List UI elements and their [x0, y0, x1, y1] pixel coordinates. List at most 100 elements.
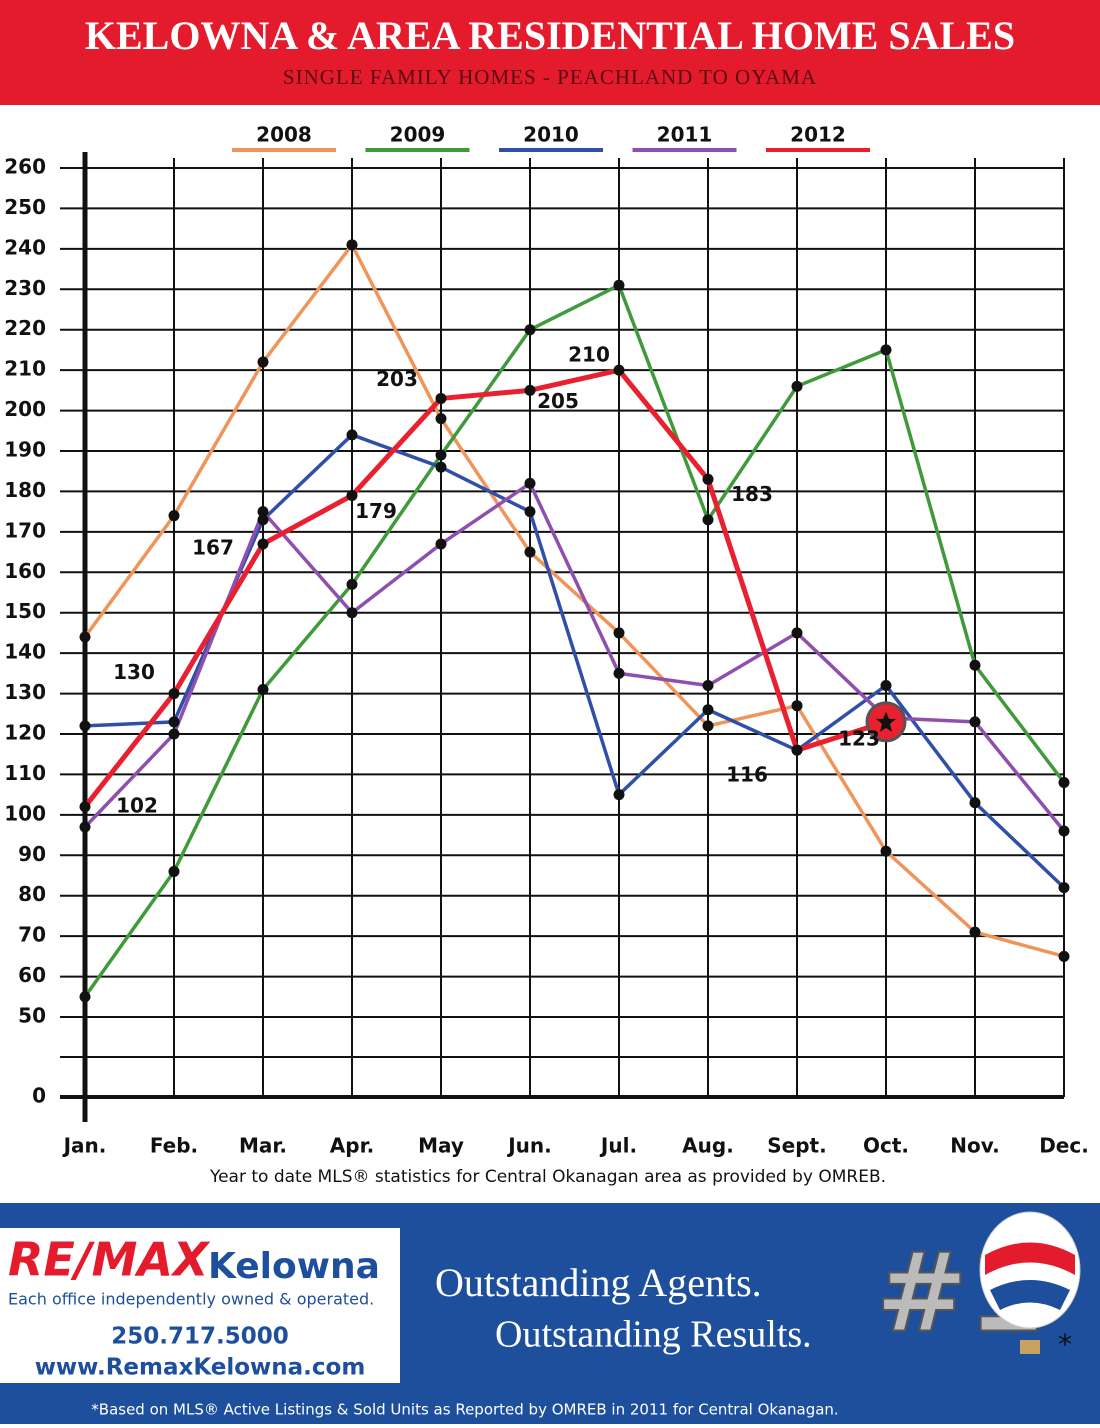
marker [702, 704, 714, 716]
chart-title: KELOWNA & AREA RESIDENTIAL HOME SALES [85, 13, 1015, 58]
chart-subtitle: SINGLE FAMILY HOMES - PEACHLAND TO OYAMA [283, 65, 817, 89]
asterisk: * [1058, 1328, 1072, 1361]
note: Year to date MLS® statistics for Central… [209, 1167, 886, 1187]
x-tick-label: Sept. [767, 1134, 826, 1158]
marker [613, 667, 625, 679]
marker [435, 392, 447, 404]
marker [524, 324, 536, 336]
x-tick-label: Jun. [506, 1134, 552, 1158]
logo-box [0, 1228, 400, 1383]
marker [168, 510, 180, 522]
marker [168, 865, 180, 877]
y-tick-label: 130 [4, 680, 46, 704]
x-tick-label: Apr. [330, 1134, 374, 1158]
y-tick-label: 80 [18, 882, 46, 906]
legend-label: 2009 [390, 123, 446, 147]
legend-label: 2008 [256, 123, 312, 147]
series-line [83, 243, 1065, 959]
x-tick-label: Dec. [1039, 1134, 1089, 1158]
brand: RE/MAX [8, 1233, 211, 1287]
marker [524, 384, 536, 396]
marker [791, 380, 803, 392]
y-tick-label: 160 [4, 559, 46, 583]
balloon-stripe [990, 1280, 1070, 1310]
x-tick-label: Feb. [150, 1134, 198, 1158]
marker [79, 801, 91, 813]
marker [1058, 777, 1070, 789]
marker [79, 821, 91, 833]
marker [257, 506, 269, 518]
marker [524, 477, 536, 489]
footer: RE/MAX Kelowna Each office independently… [0, 1203, 1100, 1424]
y-tick-label: 120 [4, 721, 46, 745]
marker [613, 627, 625, 639]
balloon-stripe [985, 1242, 1075, 1275]
y-tick-label: 230 [4, 276, 46, 300]
marker [257, 684, 269, 696]
series-line [83, 283, 1066, 998]
y-tick-label: 0 [32, 1084, 46, 1108]
marker [346, 429, 358, 441]
marker [435, 538, 447, 550]
marker [702, 514, 714, 526]
plot: 0 50 60 70 80 90 100 110 120 130 140 150 160 170 180 19… [4, 123, 1089, 1158]
marker [969, 926, 981, 938]
series-line [83, 367, 887, 809]
marker [969, 797, 981, 809]
basket [1020, 1340, 1040, 1354]
y-tick-label: 190 [4, 438, 46, 462]
marker [613, 789, 625, 801]
marker [79, 991, 91, 1003]
website: www.RemaxKelowna.com [35, 1355, 366, 1381]
y-tick-label: 100 [4, 801, 46, 825]
legend-label: 2011 [657, 123, 713, 147]
y-tick-label: 140 [4, 640, 46, 664]
value-label: 130 [113, 660, 155, 684]
value-label: 205 [537, 389, 579, 413]
marker [79, 631, 91, 643]
marker [880, 845, 892, 857]
value-label: 102 [116, 793, 158, 817]
marker [880, 344, 892, 356]
marker [257, 538, 269, 550]
value-label: 183 [731, 482, 773, 506]
marker [435, 449, 447, 461]
marker [613, 279, 625, 291]
marker [1058, 882, 1070, 894]
marker [346, 607, 358, 619]
y-tick-label: 240 [4, 235, 46, 259]
legend-label: 2012 [790, 123, 846, 147]
x-tick-label: Jan. [62, 1134, 107, 1158]
header-band [0, 0, 1100, 105]
marker [791, 700, 803, 712]
y-tick-label: 60 [18, 963, 46, 987]
marker [168, 716, 180, 728]
value-label: 210 [568, 343, 610, 367]
y-tick-label: 150 [4, 599, 46, 623]
marker [346, 239, 358, 251]
marker [613, 364, 625, 376]
marker [168, 728, 180, 740]
disclaimer: *Based on MLS® Active Listings & Sold Un… [91, 1401, 838, 1419]
value-label: 179 [355, 499, 397, 523]
marker [702, 679, 714, 691]
marker [791, 744, 803, 756]
marker [702, 473, 714, 485]
marker [346, 578, 358, 590]
tagline: Each office independently owned & operat… [8, 1290, 374, 1309]
marker [702, 720, 714, 732]
marker [168, 688, 180, 700]
x-tick-label: Nov. [950, 1134, 999, 1158]
marker [524, 506, 536, 518]
marker [79, 720, 91, 732]
x-tick-label: Oct. [863, 1134, 909, 1158]
value-label: 167 [192, 535, 234, 559]
star-icon [876, 711, 896, 732]
y-tick-label: 50 [18, 1004, 46, 1028]
marker [1058, 825, 1070, 837]
y-tick-label: 210 [4, 357, 46, 381]
y-tick-label: 250 [4, 195, 46, 219]
y-tick-label: 180 [4, 478, 46, 502]
series-line [84, 433, 1066, 889]
